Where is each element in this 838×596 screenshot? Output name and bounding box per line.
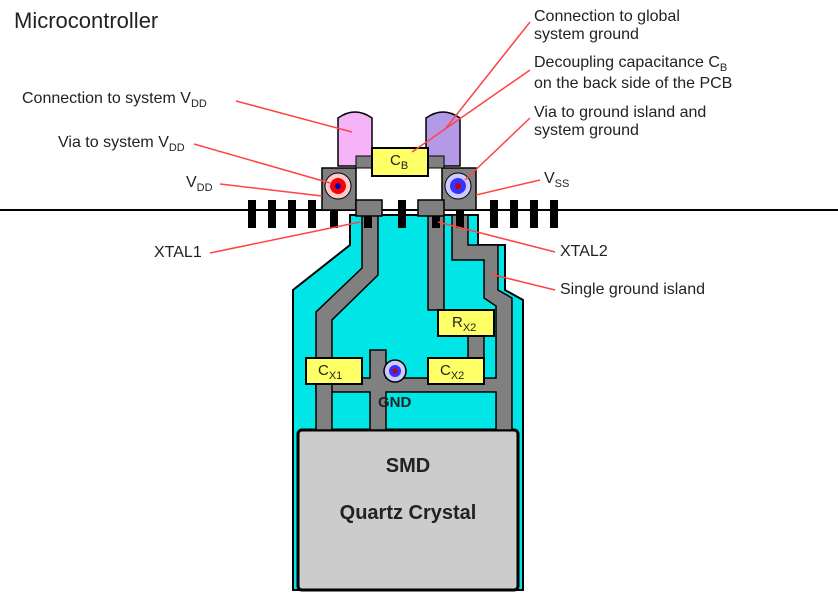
xtal2-pad [418, 200, 444, 216]
label-xtal1: XTAL1 [154, 244, 202, 262]
label-decoupling: Decoupling capacitance CB on the back si… [534, 54, 732, 93]
trace-rx2-cx2 [468, 336, 484, 358]
trace-xtal2 [428, 215, 444, 310]
label-gnd: GND [378, 394, 411, 411]
trace-cx1-crystal [316, 384, 332, 430]
vdd-via [325, 173, 351, 199]
xtal1-pad [356, 200, 382, 216]
mcu-pins [248, 200, 558, 228]
gnd-via [384, 360, 406, 382]
label-global-ground: Connection to global system ground [534, 8, 680, 45]
label-single-ground: Single ground island [560, 281, 705, 299]
label-via-ground: Via to ground island and system ground [534, 104, 706, 141]
label-cx2: CX2 [440, 362, 464, 382]
label-cx1: CX1 [318, 362, 342, 382]
label-vdd: VDD [186, 174, 213, 195]
label-via-vdd: Via to system VDD [58, 134, 185, 155]
vss-via [445, 173, 471, 199]
label-xtal2: XTAL2 [560, 243, 608, 261]
label-cb: CB [390, 152, 408, 172]
label-rx2: RX2 [452, 314, 476, 334]
crystal-text: SMD Quartz Crystal [298, 455, 518, 525]
page-title: Microcontroller [14, 8, 158, 34]
label-vss: VSS [544, 170, 569, 191]
label-conn-vdd: Connection to system VDD [22, 90, 207, 111]
